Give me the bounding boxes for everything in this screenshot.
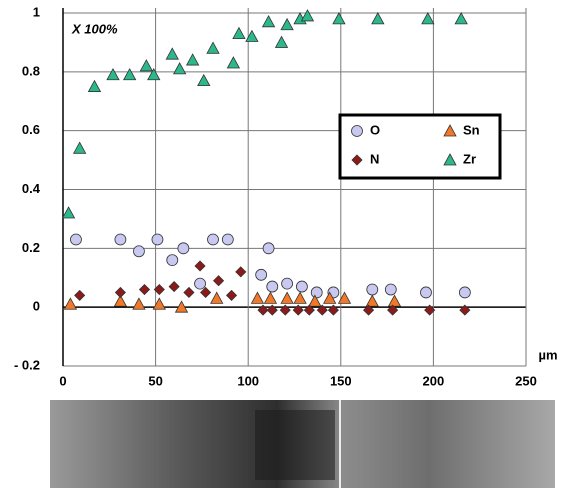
point: [140, 60, 152, 71]
x-tick-label: 0: [59, 373, 66, 388]
point: [256, 269, 267, 280]
y-tick-label: 0.6: [22, 122, 40, 137]
point: [195, 278, 206, 289]
point: [166, 48, 178, 59]
y-tick-label: 0.2: [22, 240, 40, 255]
x-tick-label: 50: [148, 373, 162, 388]
y-tick-label: - 0.2: [14, 357, 40, 372]
point: [139, 285, 149, 295]
point: [296, 281, 307, 292]
point: [208, 234, 219, 245]
point: [389, 295, 401, 306]
point: [178, 243, 189, 254]
point: [222, 234, 233, 245]
page: X 100% µm - 0.2 0 0.2 0.4 0.6 0.8 1 0 50 100 150 20…: [0, 0, 574, 488]
annotation: X 100%: [71, 21, 118, 36]
point: [152, 234, 163, 245]
point: [236, 267, 246, 277]
legend-marker: [352, 126, 363, 137]
point: [70, 234, 81, 245]
point: [214, 276, 224, 286]
point: [301, 10, 313, 21]
point: [169, 282, 179, 292]
point: [281, 19, 293, 30]
point: [187, 54, 199, 65]
point: [107, 69, 119, 80]
point: [372, 13, 384, 24]
point: [294, 292, 306, 303]
y-tick-label: 0.8: [22, 63, 40, 78]
legend-label: N: [370, 151, 379, 166]
point: [459, 287, 470, 298]
x-tick-label: 250: [515, 373, 537, 388]
point: [282, 278, 293, 289]
legend-label: Zr: [463, 151, 476, 166]
point: [267, 281, 278, 292]
legend-label: Sn: [463, 122, 480, 137]
point: [174, 63, 186, 74]
point: [233, 28, 245, 39]
point: [366, 295, 378, 306]
point: [227, 290, 237, 300]
point: [276, 36, 288, 47]
point: [281, 292, 293, 303]
point: [263, 16, 275, 27]
y-tick-label: 0: [33, 299, 40, 314]
point: [455, 13, 467, 24]
point: [367, 284, 378, 295]
point: [184, 287, 194, 297]
point: [420, 287, 431, 298]
x-tick-label: 200: [423, 373, 445, 388]
point: [74, 142, 86, 153]
point: [385, 284, 396, 295]
point: [133, 298, 145, 309]
point: [88, 81, 100, 92]
point: [133, 246, 144, 257]
point: [115, 234, 126, 245]
y-tick-label: 1: [33, 4, 40, 19]
point: [422, 13, 434, 24]
point: [264, 292, 276, 303]
micrograph-region: [255, 410, 335, 480]
point: [251, 292, 263, 303]
x-tick-label: 150: [330, 373, 352, 388]
point: [63, 207, 75, 218]
x-tick-label: 100: [237, 373, 259, 388]
point: [207, 42, 219, 53]
y-tick-label: 0.4: [22, 181, 41, 196]
legend: O Sn N Zr: [340, 115, 500, 178]
point: [167, 255, 178, 266]
point: [211, 292, 223, 303]
point: [333, 13, 345, 24]
plot: - 0.2 0 0.2 0.4 0.6 0.8 1 0 50 100 150 200 250: [14, 4, 537, 388]
point: [124, 69, 136, 80]
point: [227, 57, 239, 68]
point: [75, 290, 85, 300]
point: [198, 75, 210, 86]
point: [311, 287, 322, 298]
x-axis-label: µm: [538, 347, 557, 362]
point: [115, 287, 125, 297]
legend-label: O: [370, 122, 380, 137]
point: [263, 243, 274, 254]
point: [64, 298, 76, 309]
point: [195, 261, 205, 271]
